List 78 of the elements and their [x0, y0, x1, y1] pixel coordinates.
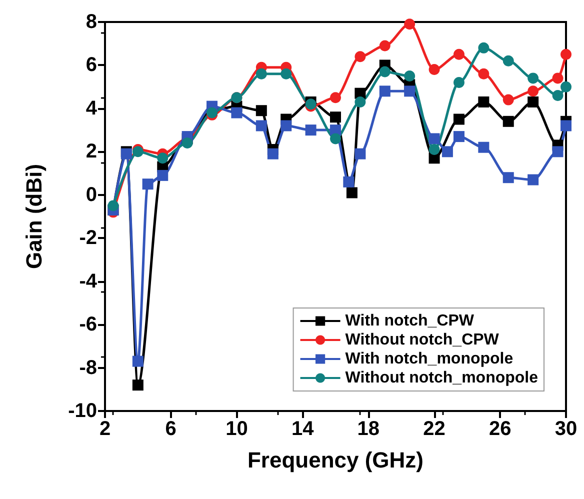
point: [132, 380, 144, 391]
point: [502, 172, 514, 184]
point: [305, 124, 316, 136]
point: [231, 107, 242, 118]
point: [552, 72, 564, 84]
y-tick-label: 2: [86, 140, 97, 163]
x-tick-label: 6: [165, 418, 176, 440]
y-tick-label: -4: [79, 270, 98, 292]
point: [528, 72, 539, 84]
y-tick-label: 8: [86, 11, 97, 33]
point: [528, 96, 539, 108]
point: [379, 86, 390, 97]
point: [267, 148, 278, 160]
point: [478, 68, 490, 80]
point: [478, 142, 490, 153]
point: [343, 176, 354, 188]
point: [354, 51, 366, 62]
legend-label: With notch_CPW: [345, 312, 475, 330]
point: [453, 77, 464, 88]
point: [478, 96, 490, 108]
point: [379, 40, 390, 52]
x-tick-label: 14: [291, 418, 315, 440]
point: [404, 18, 416, 30]
x-tick-label: 10: [226, 418, 248, 440]
point: [502, 94, 514, 106]
point: [132, 356, 144, 367]
point: [280, 68, 292, 80]
point: [453, 48, 464, 60]
point: [560, 48, 572, 60]
y-tick-label: 4: [86, 97, 98, 120]
point: [552, 90, 564, 101]
point: [428, 64, 440, 76]
y-tick-label: -2: [79, 227, 97, 250]
y-tick-label: 6: [86, 54, 97, 76]
point: [502, 116, 514, 127]
point: [108, 200, 119, 212]
point: [404, 70, 416, 82]
y-tick-label: -10: [68, 400, 97, 422]
point: [560, 81, 572, 92]
y-tick-label: 0: [86, 184, 97, 206]
y-tick-label: -8: [79, 356, 97, 379]
point: [354, 96, 366, 108]
point: [256, 105, 267, 116]
point: [182, 138, 193, 149]
x-tick-label: 22: [423, 418, 446, 440]
x-tick-label: 26: [489, 418, 512, 440]
legend-label: With notch_monopole: [345, 350, 514, 368]
point: [280, 120, 292, 132]
x-axis-title: Frequency (GHz): [247, 448, 424, 472]
point: [379, 66, 390, 78]
point: [330, 112, 341, 123]
point: [346, 187, 358, 198]
point: [528, 86, 539, 97]
point: [453, 131, 464, 142]
point: [552, 146, 564, 158]
point: [453, 114, 464, 125]
x-tick-label: 30: [554, 418, 578, 440]
point: [256, 120, 267, 132]
point: [478, 42, 490, 54]
point: [560, 120, 572, 132]
point: [502, 55, 514, 66]
point: [157, 170, 168, 181]
legend-label: Without notch_CPW: [345, 332, 500, 348]
y-axis-title: Gain (dBi): [22, 164, 46, 270]
point: [330, 92, 341, 104]
point: [157, 152, 168, 164]
point: [354, 148, 366, 160]
point: [330, 133, 341, 144]
point: [404, 86, 416, 97]
y-tick-label: -6: [79, 314, 97, 336]
legend-label: Without notch_monopole: [345, 370, 538, 386]
point: [142, 178, 154, 190]
point: [256, 68, 267, 80]
point: [442, 146, 453, 158]
point: [528, 174, 539, 186]
x-tick-label: 18: [357, 418, 380, 440]
point: [428, 144, 440, 156]
point: [428, 133, 440, 144]
